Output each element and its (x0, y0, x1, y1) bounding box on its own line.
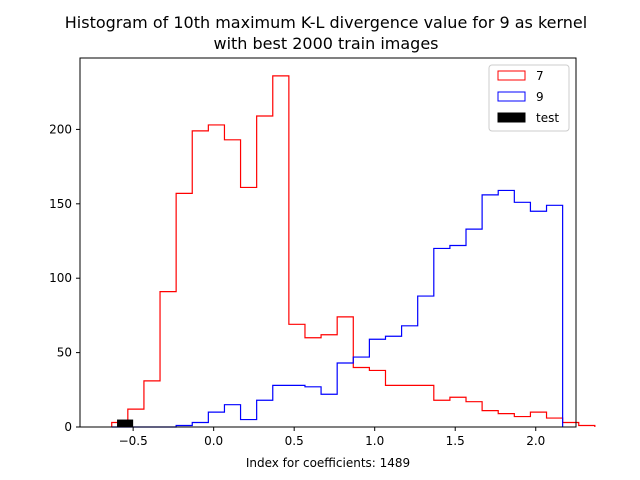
bar-test-0 (117, 419, 134, 427)
legend-swatch-7 (497, 70, 526, 81)
x-tick-label: 0.0 (204, 434, 223, 448)
y-tick-label: 100 (49, 271, 72, 285)
x-tick-label: 0.5 (285, 434, 304, 448)
y-tick-label: 200 (49, 122, 72, 136)
x-tick-label: 1.0 (365, 434, 384, 448)
x-axis: −0.5 0.0 0.5 1.0 1.5 2.0 (119, 427, 545, 448)
legend-label-7: 7 (536, 69, 544, 83)
x-tick-label: −0.5 (119, 434, 148, 448)
y-tick-label: 0 (64, 420, 72, 434)
legend-label-9: 9 (536, 90, 544, 104)
x-axis-label: Index for coefficients: 1489 (246, 456, 410, 470)
x-tick-label: 2.0 (526, 434, 545, 448)
x-tick-label: 1.5 (446, 434, 465, 448)
plot-area (111, 75, 596, 428)
chart-title-line1: Histogram of 10th maximum K-L divergence… (65, 13, 587, 32)
legend-swatch-test (497, 112, 526, 123)
legend-swatch-9 (497, 91, 526, 102)
y-tick-label: 150 (49, 197, 72, 211)
axes-frame (79, 57, 577, 428)
legend-label-test: test (536, 111, 559, 125)
series-7-step-line (111, 75, 596, 427)
legend: 7 9 test (488, 64, 570, 132)
chart-title-line2: with best 2000 train images (213, 34, 438, 53)
y-tick-label: 50 (57, 346, 72, 360)
series-9-step-line (111, 189, 564, 428)
y-axis: 0 50 100 150 200 (49, 122, 80, 434)
